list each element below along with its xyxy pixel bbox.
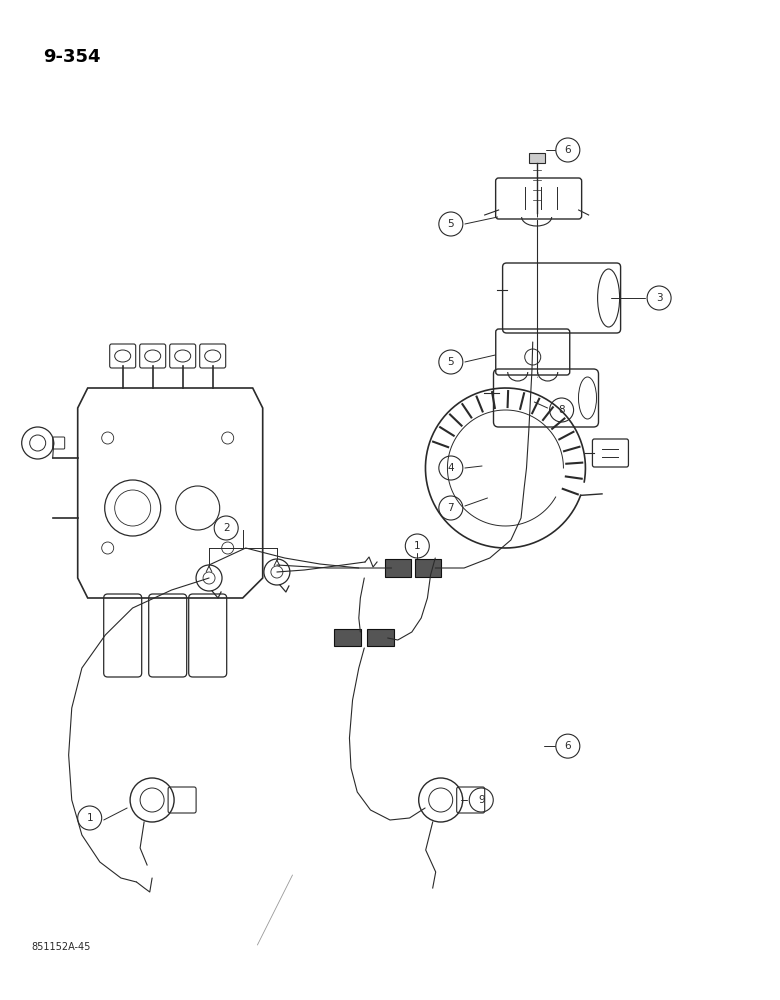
Text: 6: 6 — [565, 145, 571, 155]
FancyBboxPatch shape — [416, 559, 441, 577]
Text: 9: 9 — [478, 795, 484, 805]
Text: 2: 2 — [223, 523, 229, 533]
Text: 5: 5 — [448, 219, 454, 229]
Text: 5: 5 — [448, 357, 454, 367]
FancyBboxPatch shape — [385, 559, 411, 577]
FancyBboxPatch shape — [529, 153, 544, 163]
Text: 6: 6 — [565, 741, 571, 751]
FancyBboxPatch shape — [335, 629, 361, 646]
Text: 3: 3 — [656, 293, 662, 303]
FancyBboxPatch shape — [367, 629, 394, 646]
Text: 4: 4 — [448, 463, 454, 473]
Text: 1: 1 — [87, 813, 93, 823]
Text: 851152A-45: 851152A-45 — [31, 942, 90, 952]
Text: 9-354: 9-354 — [43, 48, 101, 66]
Text: 8: 8 — [558, 405, 565, 415]
Text: 7: 7 — [448, 503, 454, 513]
Text: 1: 1 — [414, 541, 420, 551]
